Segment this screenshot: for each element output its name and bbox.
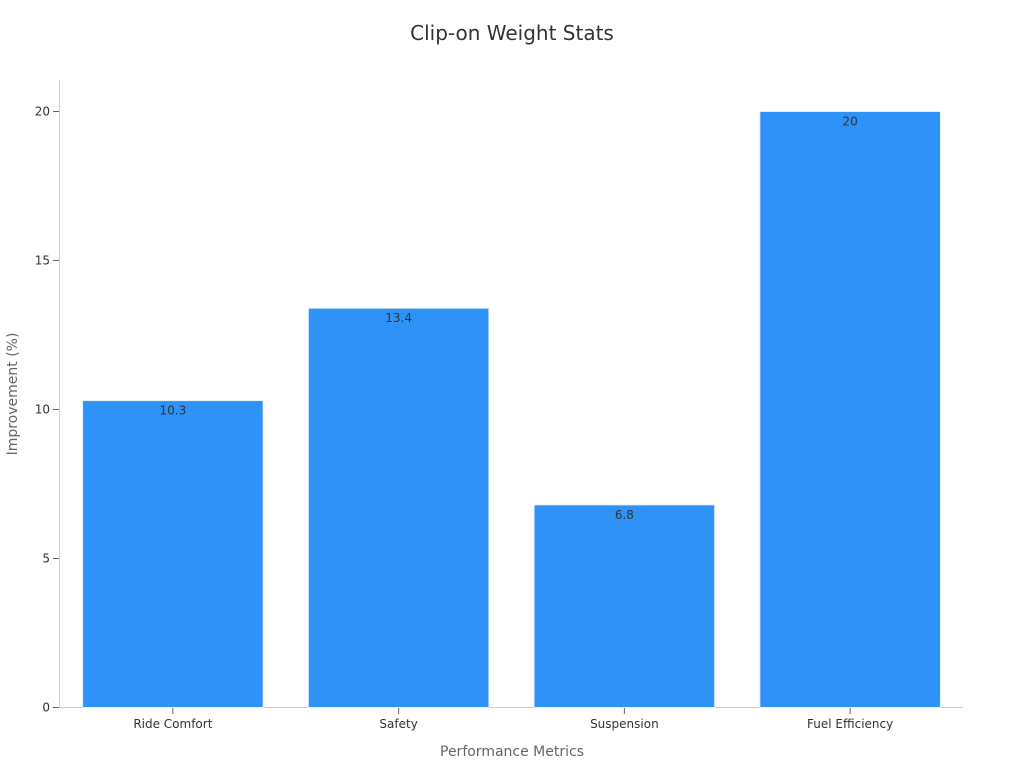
- x-tick-label: Ride Comfort: [133, 717, 212, 731]
- x-tick-label: Safety: [379, 717, 417, 731]
- bar-value-label: 13.4: [385, 311, 412, 325]
- bar-value-label: 20: [842, 115, 857, 129]
- x-tick-label: Suspension: [590, 717, 659, 731]
- y-axis-ticks: 0 5 10 15 20: [35, 105, 59, 715]
- x-tick-label: Fuel Efficiency: [807, 717, 893, 731]
- bar-value-label: 6.8: [615, 508, 634, 522]
- y-axis-title: Improvement (%): [5, 333, 21, 456]
- y-tick-label: 10: [35, 403, 50, 417]
- bar-value-label: 10.3: [160, 404, 187, 418]
- y-tick-label: 5: [42, 552, 50, 566]
- bar: [82, 400, 264, 708]
- y-tick-label: 15: [35, 254, 50, 268]
- bar: [759, 111, 941, 708]
- x-axis-title: Performance Metrics: [440, 744, 584, 760]
- x-axis-ticks: Ride Comfort Safety Suspension Fuel Efficie…: [133, 708, 893, 731]
- bar: [307, 307, 490, 708]
- bar: [533, 504, 716, 708]
- y-tick-label: 0: [42, 701, 50, 715]
- chart-title: Clip-on Weight Stats: [410, 21, 614, 45]
- bar-series: 10.3 13.4 6.8 20: [82, 111, 941, 708]
- y-tick-label: 20: [35, 105, 50, 119]
